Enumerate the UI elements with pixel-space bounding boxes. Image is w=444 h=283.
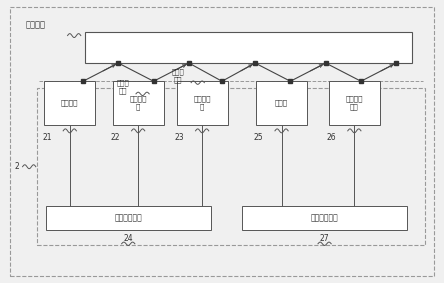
Bar: [329, 81, 380, 125]
Text: 22: 22: [111, 133, 120, 142]
Text: 21: 21: [42, 133, 52, 142]
Text: 第二发射
源: 第二发射 源: [194, 96, 211, 110]
Text: 2: 2: [15, 162, 19, 171]
Text: 图像处理模块: 图像处理模块: [311, 213, 338, 222]
Bar: [44, 81, 95, 125]
Text: 23: 23: [174, 133, 184, 142]
Bar: [46, 206, 211, 230]
Bar: [113, 81, 163, 125]
Bar: [37, 88, 425, 245]
Text: 第二结
构光: 第二结 构光: [171, 68, 184, 83]
Bar: [242, 206, 407, 230]
Text: 24: 24: [123, 234, 133, 243]
Text: 测距模块: 测距模块: [61, 100, 79, 106]
Bar: [85, 32, 412, 63]
Text: 目标物体: 目标物体: [26, 21, 46, 30]
Bar: [256, 81, 307, 125]
Text: 第一结
构光: 第一结 构光: [116, 80, 129, 94]
Text: 25: 25: [254, 133, 264, 142]
Text: 第一发射
源: 第一发射 源: [129, 96, 147, 110]
Bar: [177, 81, 227, 125]
Text: 发射控制模块: 发射控制模块: [115, 213, 142, 222]
Text: 26: 26: [327, 133, 337, 142]
Text: 27: 27: [320, 234, 329, 243]
Text: 接收端: 接收端: [275, 100, 288, 106]
Text: 图像采集
模块: 图像采集 模块: [345, 96, 363, 110]
